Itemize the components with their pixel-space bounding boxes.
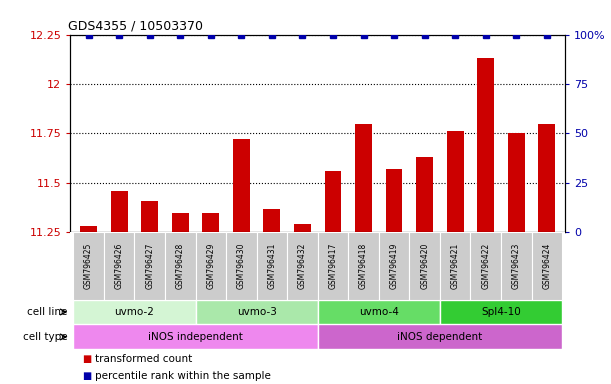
Text: GSM796430: GSM796430 [237,243,246,289]
Bar [287,232,318,300]
Text: cell line: cell line [27,307,67,317]
Bar [257,232,287,300]
Bar [318,324,562,349]
Bar [196,232,226,300]
Bar [508,134,525,232]
Bar [104,232,134,300]
Text: GSM796429: GSM796429 [207,243,215,289]
Text: GSM796421: GSM796421 [451,243,459,289]
Text: GSM796431: GSM796431 [268,243,276,289]
Text: GSM796420: GSM796420 [420,243,429,289]
Bar [134,232,165,300]
Bar [386,169,403,232]
Text: ■: ■ [82,354,92,364]
Bar [80,227,97,232]
Text: percentile rank within the sample: percentile rank within the sample [95,371,271,381]
Text: GSM796426: GSM796426 [115,243,123,289]
Bar [440,300,562,324]
Text: ■: ■ [82,371,92,381]
Bar [416,157,433,232]
Bar [263,209,280,232]
Text: GSM796418: GSM796418 [359,243,368,289]
Bar [470,232,501,300]
Text: cell type: cell type [23,332,67,342]
Bar [141,201,158,232]
Bar [196,300,318,324]
Bar [477,58,494,232]
Bar [501,232,532,300]
Bar [165,232,196,300]
Bar [73,232,104,300]
Text: uvmo-2: uvmo-2 [114,307,155,317]
Bar [294,224,311,232]
Bar [111,191,128,232]
Text: uvmo-4: uvmo-4 [359,307,399,317]
Bar [73,324,318,349]
Text: GDS4355 / 10503370: GDS4355 / 10503370 [68,19,203,32]
Bar [532,232,562,300]
Text: GSM796425: GSM796425 [84,243,93,289]
Bar [202,213,219,232]
Bar [318,232,348,300]
Bar [348,232,379,300]
Bar [226,232,257,300]
Text: iNOS dependent: iNOS dependent [397,332,483,342]
Text: GSM796424: GSM796424 [543,243,551,289]
Text: GSM796423: GSM796423 [512,243,521,289]
Text: GSM796419: GSM796419 [390,243,398,289]
Text: transformed count: transformed count [95,354,192,364]
Bar [324,171,342,232]
Text: Spl4-10: Spl4-10 [481,307,521,317]
Text: GSM796422: GSM796422 [481,243,490,289]
Text: GSM796427: GSM796427 [145,243,154,289]
Bar [355,124,372,232]
Bar [233,139,250,232]
Bar [318,300,440,324]
Bar [447,131,464,232]
Bar [440,232,470,300]
Bar [409,232,440,300]
Text: GSM796432: GSM796432 [298,243,307,289]
Text: uvmo-3: uvmo-3 [236,307,277,317]
Text: GSM796428: GSM796428 [176,243,185,289]
Bar [538,124,555,232]
Text: iNOS independent: iNOS independent [148,332,243,342]
Bar [73,300,196,324]
Bar [172,213,189,232]
Text: GSM796417: GSM796417 [329,243,337,289]
Bar [379,232,409,300]
